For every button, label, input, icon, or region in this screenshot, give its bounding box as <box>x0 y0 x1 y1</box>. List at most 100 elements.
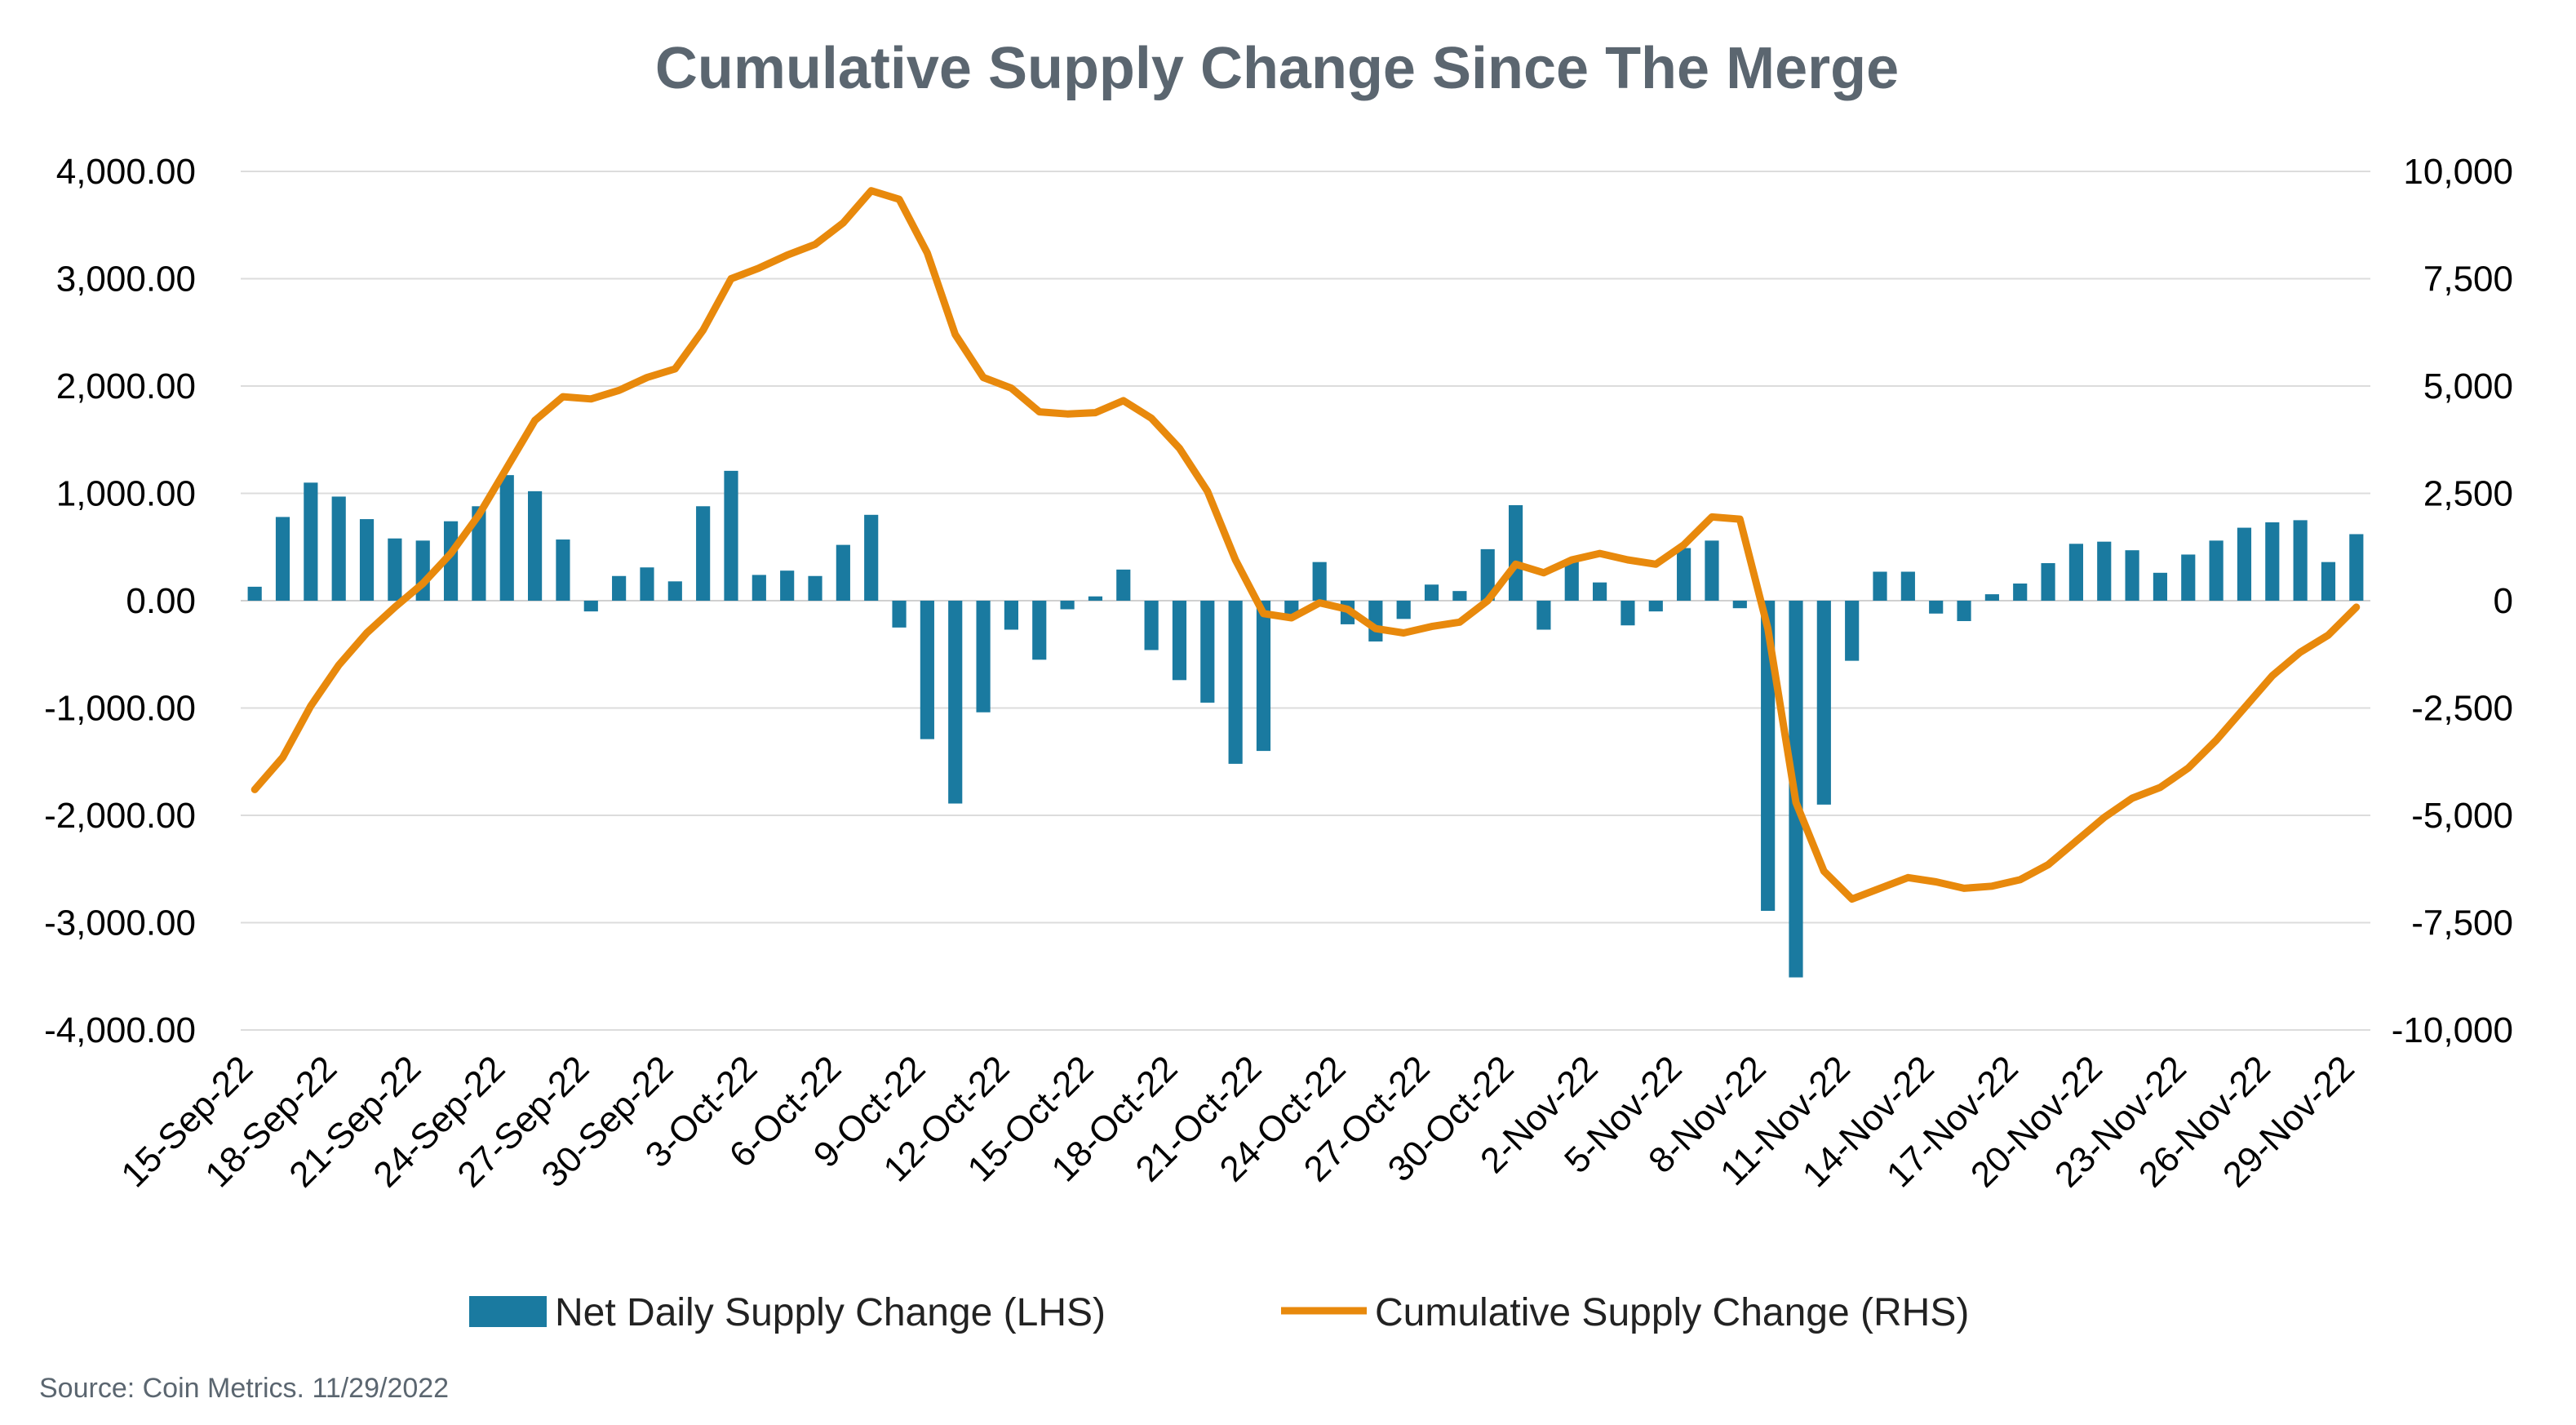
left-tick-label: -4,000.00 <box>44 1010 196 1050</box>
bar <box>1396 601 1411 619</box>
bar <box>2265 522 2280 601</box>
bar <box>1929 601 1944 614</box>
bar <box>2013 583 2028 601</box>
bar <box>948 601 963 804</box>
bar <box>2125 550 2139 601</box>
left-tick-label: 0.00 <box>126 581 196 621</box>
bar <box>1480 548 1495 601</box>
bar <box>2293 520 2308 601</box>
left-tick-label: -1,000.00 <box>44 689 196 729</box>
bar <box>2237 527 2252 601</box>
bar <box>696 506 711 601</box>
bar <box>1900 571 1915 601</box>
chart-title: Cumulative Supply Change Since The Merge <box>655 36 1899 101</box>
bar <box>247 586 262 601</box>
bar <box>1761 601 1776 912</box>
bar <box>304 482 318 601</box>
bar <box>640 567 654 601</box>
bar <box>472 506 486 601</box>
bar <box>275 517 290 601</box>
legend-bar-swatch <box>469 1296 547 1327</box>
right-tick-label: 2,500 <box>2423 474 2513 514</box>
bar <box>1256 601 1271 752</box>
bar <box>388 538 402 601</box>
right-tick-label: 5,000 <box>2423 366 2513 406</box>
bar <box>1536 601 1551 630</box>
bar <box>1816 601 1831 805</box>
bar <box>1564 560 1579 601</box>
bar <box>1060 601 1075 610</box>
bar <box>1452 591 1467 601</box>
bar <box>1116 569 1131 601</box>
bar <box>1984 594 1999 601</box>
bar <box>2041 562 2055 601</box>
bar <box>556 539 570 601</box>
bar <box>1032 601 1047 660</box>
bar <box>892 601 907 628</box>
left-axis: 4,000.00 3,000.00 2,000.00 1,000.00 0.00 -1,0… <box>44 152 196 1050</box>
left-tick-label: -2,000.00 <box>44 796 196 836</box>
legend-line-label: Cumulative Supply Change (RHS) <box>1375 1291 1969 1334</box>
bar <box>1677 548 1691 601</box>
cumulative-line <box>251 187 2361 903</box>
bar <box>2209 540 2224 601</box>
bar <box>667 581 682 601</box>
bar <box>1200 601 1215 703</box>
bar <box>359 519 375 601</box>
bar <box>864 514 879 601</box>
bar <box>752 575 766 601</box>
right-axis: 10,000 7,500 5,000 2,500 0 -2,500 -5,000 -7,500… <box>2392 152 2513 1050</box>
bar <box>1648 601 1663 612</box>
bar <box>1845 601 1860 661</box>
bar <box>2068 544 2083 601</box>
bar <box>2153 572 2168 601</box>
bar <box>1004 601 1018 630</box>
bar <box>499 475 514 601</box>
bar-series <box>247 470 2364 978</box>
right-tick-label: -10,000 <box>2392 1010 2513 1050</box>
right-tick-label: -5,000 <box>2411 796 2513 836</box>
left-tick-label: 3,000.00 <box>56 260 196 300</box>
bar <box>976 601 991 712</box>
bar <box>2349 534 2364 601</box>
right-tick-label: 10,000 <box>2403 152 2513 192</box>
bar <box>1312 562 1327 601</box>
bar <box>331 496 346 601</box>
bar <box>1508 504 1523 601</box>
right-tick-label: 0 <box>2494 581 2513 621</box>
bar <box>836 544 850 601</box>
bar <box>1593 582 1607 601</box>
bar <box>1732 601 1747 609</box>
bar <box>1621 601 1635 626</box>
bar <box>1873 571 1887 601</box>
left-tick-label: 4,000.00 <box>56 152 196 192</box>
right-tick-label: 7,500 <box>2423 260 2513 300</box>
right-tick-label: -7,500 <box>2411 903 2513 943</box>
bar <box>1228 601 1243 764</box>
left-tick-label: 1,000.00 <box>56 474 196 514</box>
legend: Net Daily Supply Change (LHS) Cumulative… <box>469 1291 1969 1334</box>
bar <box>443 521 459 601</box>
bar <box>724 470 738 601</box>
bar <box>1424 584 1439 601</box>
bar <box>2321 562 2336 601</box>
bar <box>1284 601 1299 615</box>
bar <box>920 601 934 739</box>
bar <box>780 570 795 601</box>
source-note: Source: Coin Metrics. 11/29/2022 <box>39 1373 449 1404</box>
bar <box>1957 601 1971 621</box>
bar <box>1088 596 1103 601</box>
bar <box>583 601 598 612</box>
left-tick-label: -3,000.00 <box>44 903 196 943</box>
left-tick-label: 2,000.00 <box>56 366 196 406</box>
bar <box>2097 541 2112 601</box>
bar <box>1144 601 1159 650</box>
right-tick-label: -2,500 <box>2411 689 2513 729</box>
bar <box>1172 601 1187 681</box>
bar <box>528 491 543 601</box>
bar <box>2181 554 2196 601</box>
bar <box>612 575 627 601</box>
legend-bar-label: Net Daily Supply Change (LHS) <box>555 1291 1106 1334</box>
